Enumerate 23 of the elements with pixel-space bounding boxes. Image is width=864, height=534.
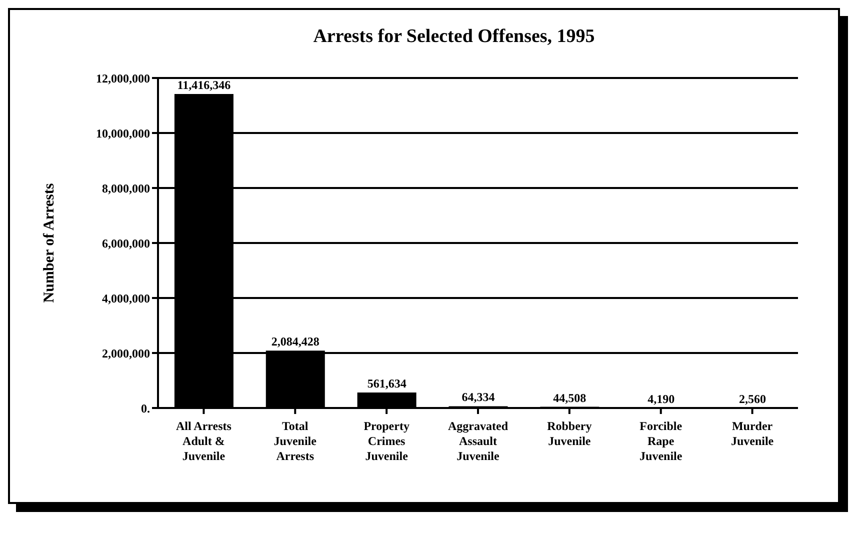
x-tick-label: All Arrests Adult & Juvenile — [176, 419, 232, 463]
data-label: 44,508 — [553, 390, 586, 405]
data-label: 4,190 — [648, 392, 675, 406]
y-tick-label: 4,000,000 — [102, 291, 150, 306]
data-label: 2,084,428 — [271, 334, 320, 349]
x-tick-label: Property Crimes Juvenile — [364, 419, 410, 463]
x-tick-label: Forcible Rape Juvenile — [640, 419, 683, 463]
y-tick-label: 8,000,000 — [102, 181, 150, 196]
data-label: 2,560 — [739, 392, 766, 406]
data-label: 11,416,346 — [177, 78, 231, 92]
y-axis-title: Number of Arrests — [41, 183, 58, 303]
y-tick-label: 2,000,000 — [102, 346, 150, 360]
x-tick-label: Robbery Juvenile — [547, 419, 592, 448]
x-tick-label: Murder Juvenile — [730, 419, 774, 448]
y-tick-label: 0. — [141, 401, 150, 416]
x-tick-label: Total Juvenile Arrests — [274, 419, 318, 463]
chart-title: Arrests for Selected Offenses, 1995 — [312, 25, 596, 48]
data-label: 64,334 — [462, 390, 495, 404]
y-tick-label: 6,000,000 — [102, 236, 150, 250]
y-tick-label: 10,000,000 — [96, 126, 150, 140]
x-tick-label: Aggravated Assault Juvenile — [448, 419, 508, 463]
data-label: 561,634 — [367, 376, 406, 391]
y-tick-label: 12,000,000 — [96, 71, 150, 86]
